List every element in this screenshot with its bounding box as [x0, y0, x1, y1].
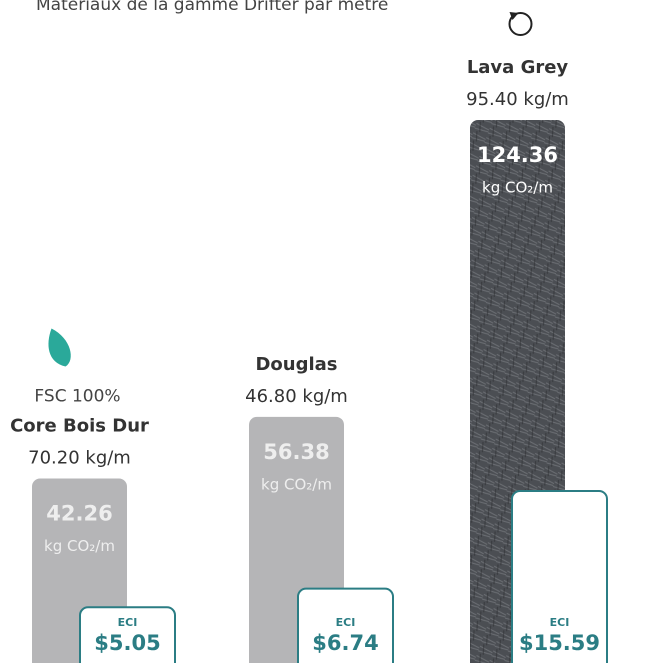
category-label: Core Bois Dur: [10, 415, 149, 436]
category-label: Douglas: [255, 354, 337, 375]
bar-unit: kg CO₂/m: [44, 537, 115, 555]
badge-label: FSC 100%: [34, 386, 120, 406]
eci-value: $5.05: [94, 631, 160, 655]
recycle-arrow: [509, 12, 519, 20]
eci-name: ECI: [550, 616, 570, 629]
chart-title: Matériaux de la gamme Drifter par mètre: [36, 0, 388, 15]
recycle-icon: [508, 12, 533, 36]
leaf-icon: [48, 328, 71, 367]
bar-value: 124.36: [477, 143, 558, 167]
eci-value: $6.74: [312, 631, 378, 655]
eci-name: ECI: [336, 616, 356, 629]
eci-value: $15.59: [519, 631, 600, 655]
bar-unit: kg CO₂/m: [261, 475, 332, 493]
bar-value: 56.38: [263, 440, 329, 464]
category-label: Lava Grey: [467, 57, 569, 78]
weight-label: 70.20 kg/m: [28, 447, 131, 468]
eci-name: ECI: [118, 616, 138, 629]
weight-label: 46.80 kg/m: [245, 386, 348, 407]
weight-label: 95.40 kg/m: [466, 89, 569, 110]
bar-value: 42.26: [46, 501, 112, 525]
eci-box: [511, 490, 608, 663]
eci-box: [79, 606, 176, 663]
eci-box: [297, 587, 394, 663]
bar-unit: kg CO₂/m: [482, 179, 553, 197]
